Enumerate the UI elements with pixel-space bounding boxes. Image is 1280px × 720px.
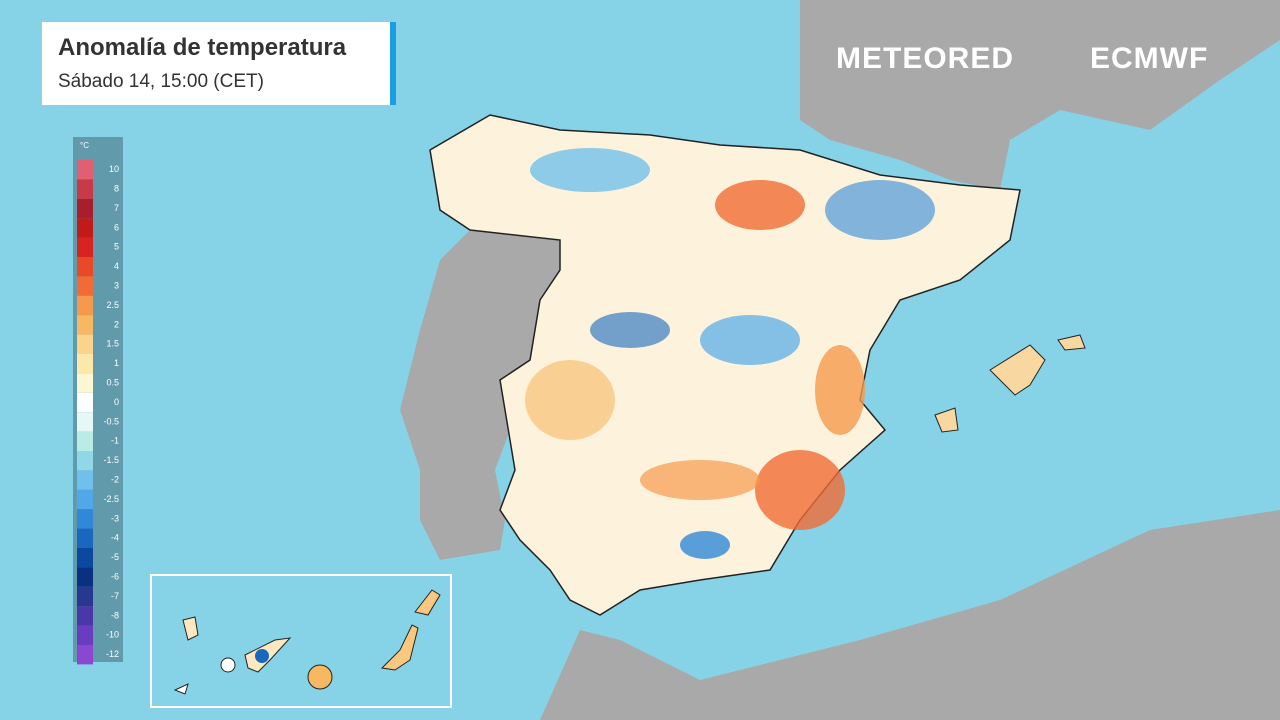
legend-swatch (77, 257, 93, 277)
anomaly-area (680, 531, 730, 559)
canary-island (173, 683, 189, 695)
legend-label: -2 (111, 474, 119, 484)
legend-swatch (77, 586, 93, 607)
legend-swatch (77, 548, 93, 568)
legend-swatch (77, 334, 93, 354)
legend-swatch (77, 392, 93, 413)
legend-label: -1.5 (103, 455, 119, 465)
canary-inset (150, 574, 452, 708)
legend-swatch (77, 567, 93, 587)
legend-swatch (77, 412, 93, 432)
legend-label: 2 (114, 319, 119, 329)
anomaly-area (255, 649, 269, 663)
legend-swatch (77, 315, 93, 335)
legend-label: -5 (111, 552, 119, 562)
legend-label: 1.5 (106, 339, 119, 349)
legend-swatch (77, 218, 93, 238)
legend-label: -8 (111, 610, 119, 620)
legend-label: 4 (114, 261, 119, 271)
legend-swatch (77, 645, 93, 665)
legend-label: -10 (106, 630, 119, 640)
legend-label: 5 (114, 242, 119, 252)
legend-swatch (77, 373, 93, 393)
legend-swatch (77, 237, 93, 257)
balearic-island (989, 344, 1046, 396)
canary-island (380, 624, 419, 671)
anomaly-area (590, 312, 670, 348)
legend-label: -0.5 (103, 416, 119, 426)
anomaly-area (700, 315, 800, 365)
partner-logo: ECMWF (1090, 42, 1209, 75)
legend-label: -6 (111, 571, 119, 581)
legend-label: 6 (114, 222, 119, 232)
anomaly-area (525, 360, 615, 440)
anomaly-area (815, 345, 865, 435)
canary-island (414, 589, 441, 616)
africa (540, 510, 1280, 720)
balearic-island (934, 407, 959, 433)
canary-island (220, 657, 236, 673)
legend-swatch (77, 431, 93, 451)
legend-label: -1 (111, 436, 119, 446)
legend-label: 10 (109, 164, 119, 174)
legend-label: 0 (114, 397, 119, 407)
brand-logo: METEORED (836, 42, 1015, 75)
legend-label: 0.5 (106, 377, 119, 387)
legend-label: -12 (106, 649, 119, 659)
legend-swatch (77, 451, 93, 471)
portugal (400, 230, 560, 560)
legend-swatch (77, 276, 93, 296)
subtitle: Sábado 14, 15:00 (CET) (58, 71, 264, 92)
legend-swatch (77, 354, 93, 374)
canary-island (182, 616, 199, 641)
legend-label: 1 (114, 358, 119, 368)
legend-swatch (77, 179, 93, 199)
legend-label: 3 (114, 280, 119, 290)
legend-label: 2.5 (106, 300, 119, 310)
legend-swatch (77, 295, 93, 316)
legend: °C 10 8 7 6 5 4 3 2.5 2 1.5 1 0.5 0 -0.5 -1 -1.5 -2 -2.5 -… (77, 141, 119, 665)
balearic-island (1057, 334, 1086, 351)
anomaly-area (530, 148, 650, 192)
legend-label: -4 (111, 533, 119, 543)
title: Anomalía de temperatura (58, 34, 347, 61)
legend-swatch (77, 489, 93, 510)
legend-swatch (77, 470, 93, 490)
legend-swatch (77, 198, 93, 219)
legend-label: -7 (111, 591, 119, 601)
legend-unit: °C (80, 141, 89, 150)
anomaly-area (715, 180, 805, 230)
canary-island (307, 664, 333, 690)
legend-label: -2.5 (103, 494, 119, 504)
france (800, 0, 1280, 190)
spain (429, 114, 1021, 616)
legend-swatch (77, 528, 93, 548)
legend-swatch (77, 606, 93, 626)
anomaly-area (755, 450, 845, 530)
legend-label: -3 (111, 513, 119, 523)
legend-swatch (77, 625, 93, 645)
anomaly-area (825, 180, 935, 240)
title-box: Anomalía de temperatura Sábado 14, 15:00… (42, 22, 396, 105)
legend-label: 7 (114, 203, 119, 213)
legend-swatch (77, 160, 93, 180)
legend-swatch (77, 509, 93, 529)
legend-label: 8 (114, 183, 119, 193)
anomaly-area (640, 460, 760, 500)
